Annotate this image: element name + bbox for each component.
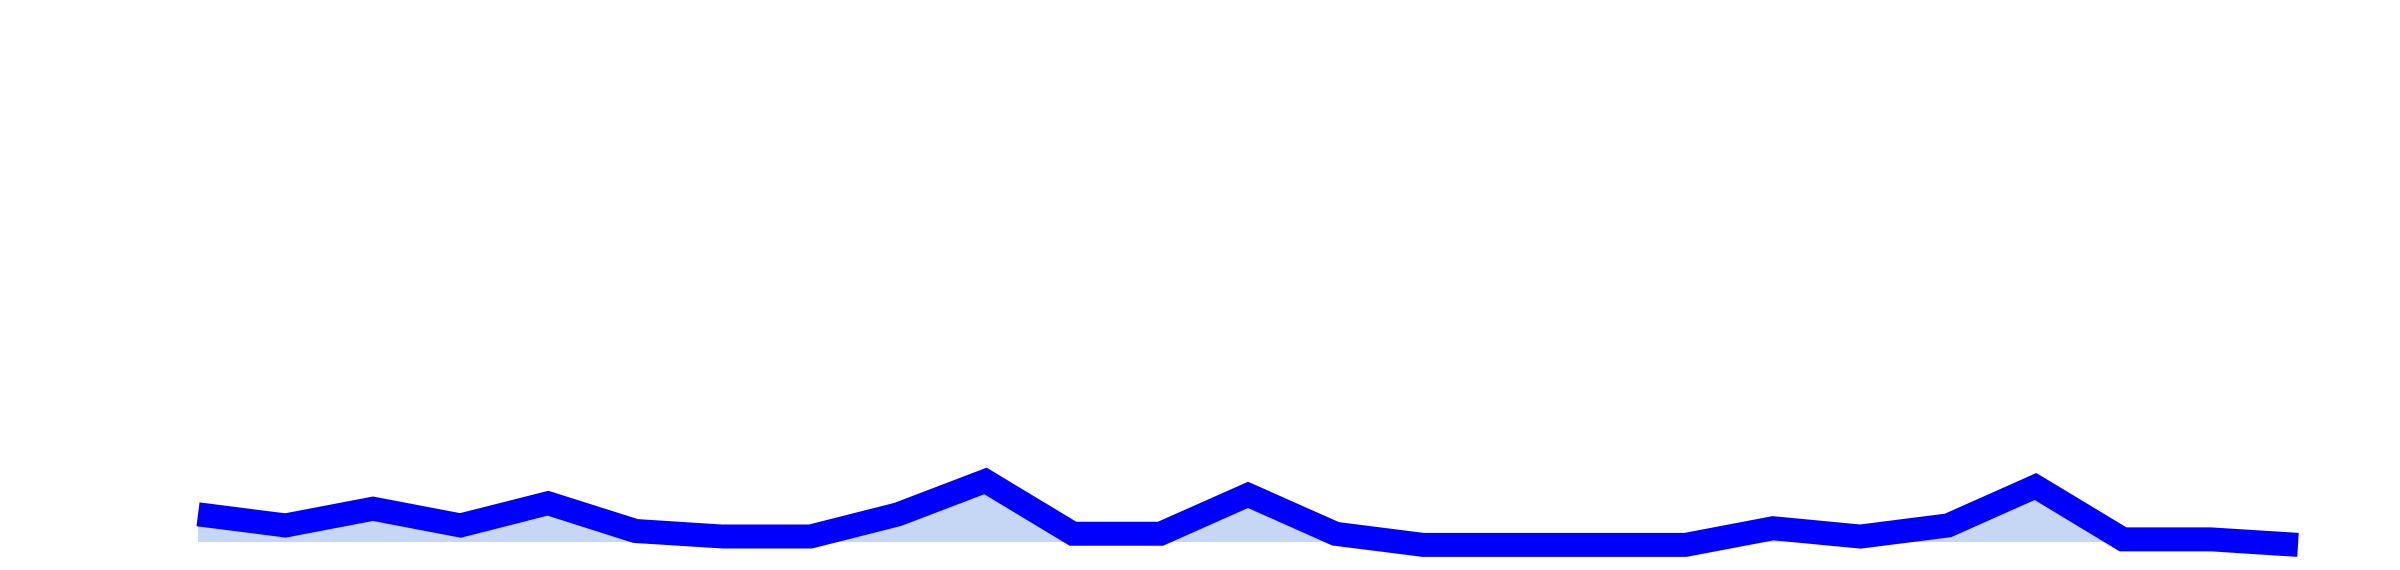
series-line-layer	[196, 467, 2299, 557]
series-line	[196, 467, 2299, 557]
